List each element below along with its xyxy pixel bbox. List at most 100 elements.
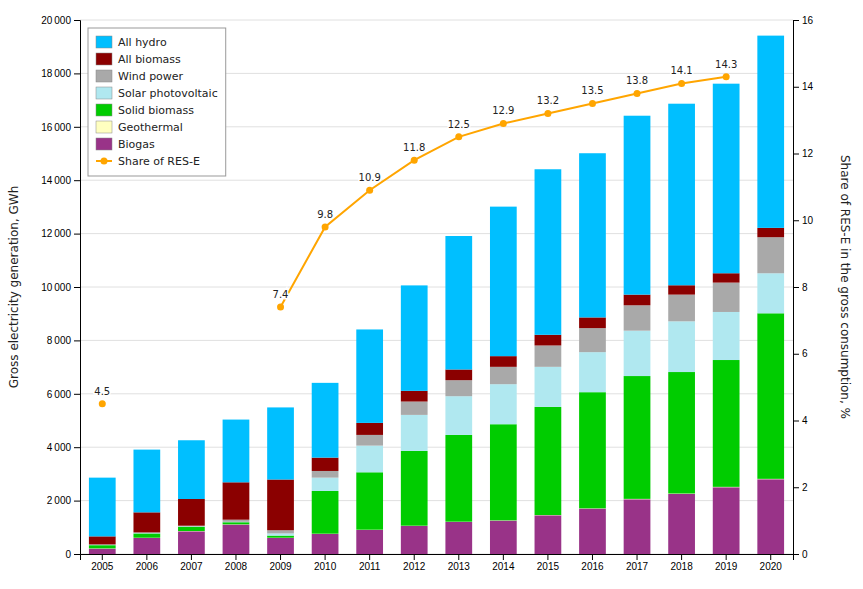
tick-label: 14 000 [41,175,71,186]
bar [668,285,695,294]
legend-item: Biogas [96,138,155,151]
bar [89,544,116,545]
tick-label: 16 [802,15,814,26]
bar [178,527,205,531]
tick-mark [280,554,281,560]
tick-mark [74,340,80,341]
bar [312,478,339,491]
tick-label: 20 000 [41,15,71,26]
bar [133,533,160,537]
legend-box [88,28,226,176]
legend-item: Solid biomass [96,104,194,117]
legend-label: All biomass [118,53,181,66]
bar [89,478,116,537]
tick: 10 000 [41,282,80,293]
bar [133,450,160,513]
bar [668,372,695,493]
chart-container: 2005200620072008200920102011201220132014… [0,0,863,589]
bar [223,525,250,554]
tick-mark [102,554,103,560]
tick-label: 2008 [225,561,248,572]
bar [445,522,472,554]
bar [757,228,784,237]
bar [579,317,606,328]
bar [223,522,250,524]
tick: 14 [793,81,814,92]
tick-mark [793,87,799,88]
bar [267,536,294,538]
tick-mark [793,554,799,555]
tick-mark [793,20,799,21]
plot-root: 2005200620072008200920102011201220132014… [7,15,852,572]
tick-mark [74,447,80,448]
data-label: 14.1 [670,65,692,76]
bar [490,356,517,367]
tick: 2011 [359,554,381,572]
legend-marker [101,158,108,165]
bar [312,383,339,458]
tick: 4 [793,415,808,426]
bar [178,526,205,527]
tick-mark [414,554,415,560]
tick-mark [74,127,80,128]
legend-swatch [96,138,112,150]
tick-label: 2018 [670,561,693,572]
tick: 2008 [225,554,248,572]
tick-mark [74,394,80,395]
marker [322,223,329,230]
legend-label: All hydro [118,36,167,49]
tick: 2006 [136,554,159,572]
bar [668,321,695,372]
tick: 6 000 [47,389,80,400]
tick-label: 2017 [626,561,649,572]
data-label: 7.4 [273,289,289,300]
bar [490,384,517,424]
bar [579,328,606,352]
bar [535,367,562,407]
bar [267,530,294,533]
tick: 2017 [626,554,649,572]
bar [356,435,383,446]
legend-label: Solar photovoltaic [118,87,218,100]
tick: 2018 [670,554,693,572]
bar [312,471,339,478]
tick: 12 000 [41,228,80,239]
bar [445,236,472,369]
y-axis-title: Gross electricity generation, GWh [7,186,21,389]
bar [579,392,606,508]
marker [678,80,685,87]
tick-label: 0 [65,549,71,560]
tick-mark [793,421,799,422]
bar-series [89,36,784,537]
tick-label: 14 [802,81,814,92]
bar [401,526,428,554]
tick: 8 000 [47,335,80,346]
tick-label: 2011 [359,561,381,572]
axis-line [74,21,81,555]
bar [713,360,740,487]
data-labels: 4.57.49.810.911.812.512.913.213.513.814.… [94,59,737,397]
tick-mark [74,501,80,502]
bar [624,295,651,306]
legend-item: Share of RES-E [96,155,200,168]
y2-axis: 0246810121416 [793,15,814,560]
tick: 14 000 [41,175,80,186]
tick-label: 8 000 [47,335,72,346]
bar [490,521,517,554]
tick: 2007 [180,554,203,572]
tick-label: 4 [802,415,808,426]
grid [80,20,793,554]
bar [535,515,562,554]
tick: 2009 [269,554,292,572]
tick: 2 000 [47,495,80,506]
tick: 10 [793,215,814,226]
legend-label: Share of RES-E [118,155,200,168]
tick-label: 2013 [448,561,471,572]
bar [490,424,517,520]
legend-swatch [96,36,112,48]
tick: 0 [793,549,808,560]
marker [411,157,418,164]
marker [366,187,373,194]
tick-mark [74,234,80,235]
x-axis: 2005200620072008200920102011201220132014… [81,554,794,572]
